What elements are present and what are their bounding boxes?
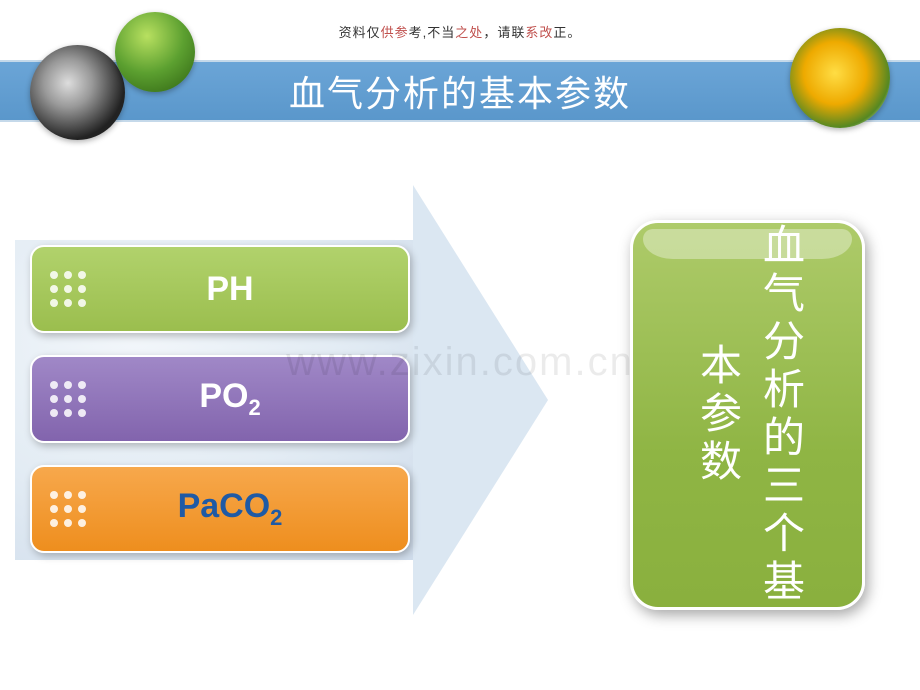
parameter-ph: PH (30, 245, 410, 333)
parameter-label: PaCO2 (112, 487, 408, 531)
page-title: 血气分析的基本参数 (289, 65, 631, 117)
parameter-paco2: PaCO2 (30, 465, 410, 553)
dots-icon (50, 271, 112, 307)
result-box: 血气分析的三个基本参数 (630, 220, 865, 610)
leaf-image (115, 12, 195, 92)
dandelion-image (30, 45, 125, 140)
parameter-label: PH (112, 270, 408, 309)
parameter-po2: PO2 (30, 355, 410, 443)
parameter-label: PO2 (112, 377, 408, 421)
arrow-head-icon (413, 185, 548, 615)
result-text: 血气分析的三个基本参数 (685, 223, 811, 607)
flower-image (790, 28, 890, 128)
dots-icon (50, 381, 112, 417)
dots-icon (50, 491, 112, 527)
parameter-list: PH PO2 PaCO2 (30, 245, 410, 553)
disclaimer-note: 资料仅供参考,不当之处，请联系改正。 (339, 22, 582, 41)
